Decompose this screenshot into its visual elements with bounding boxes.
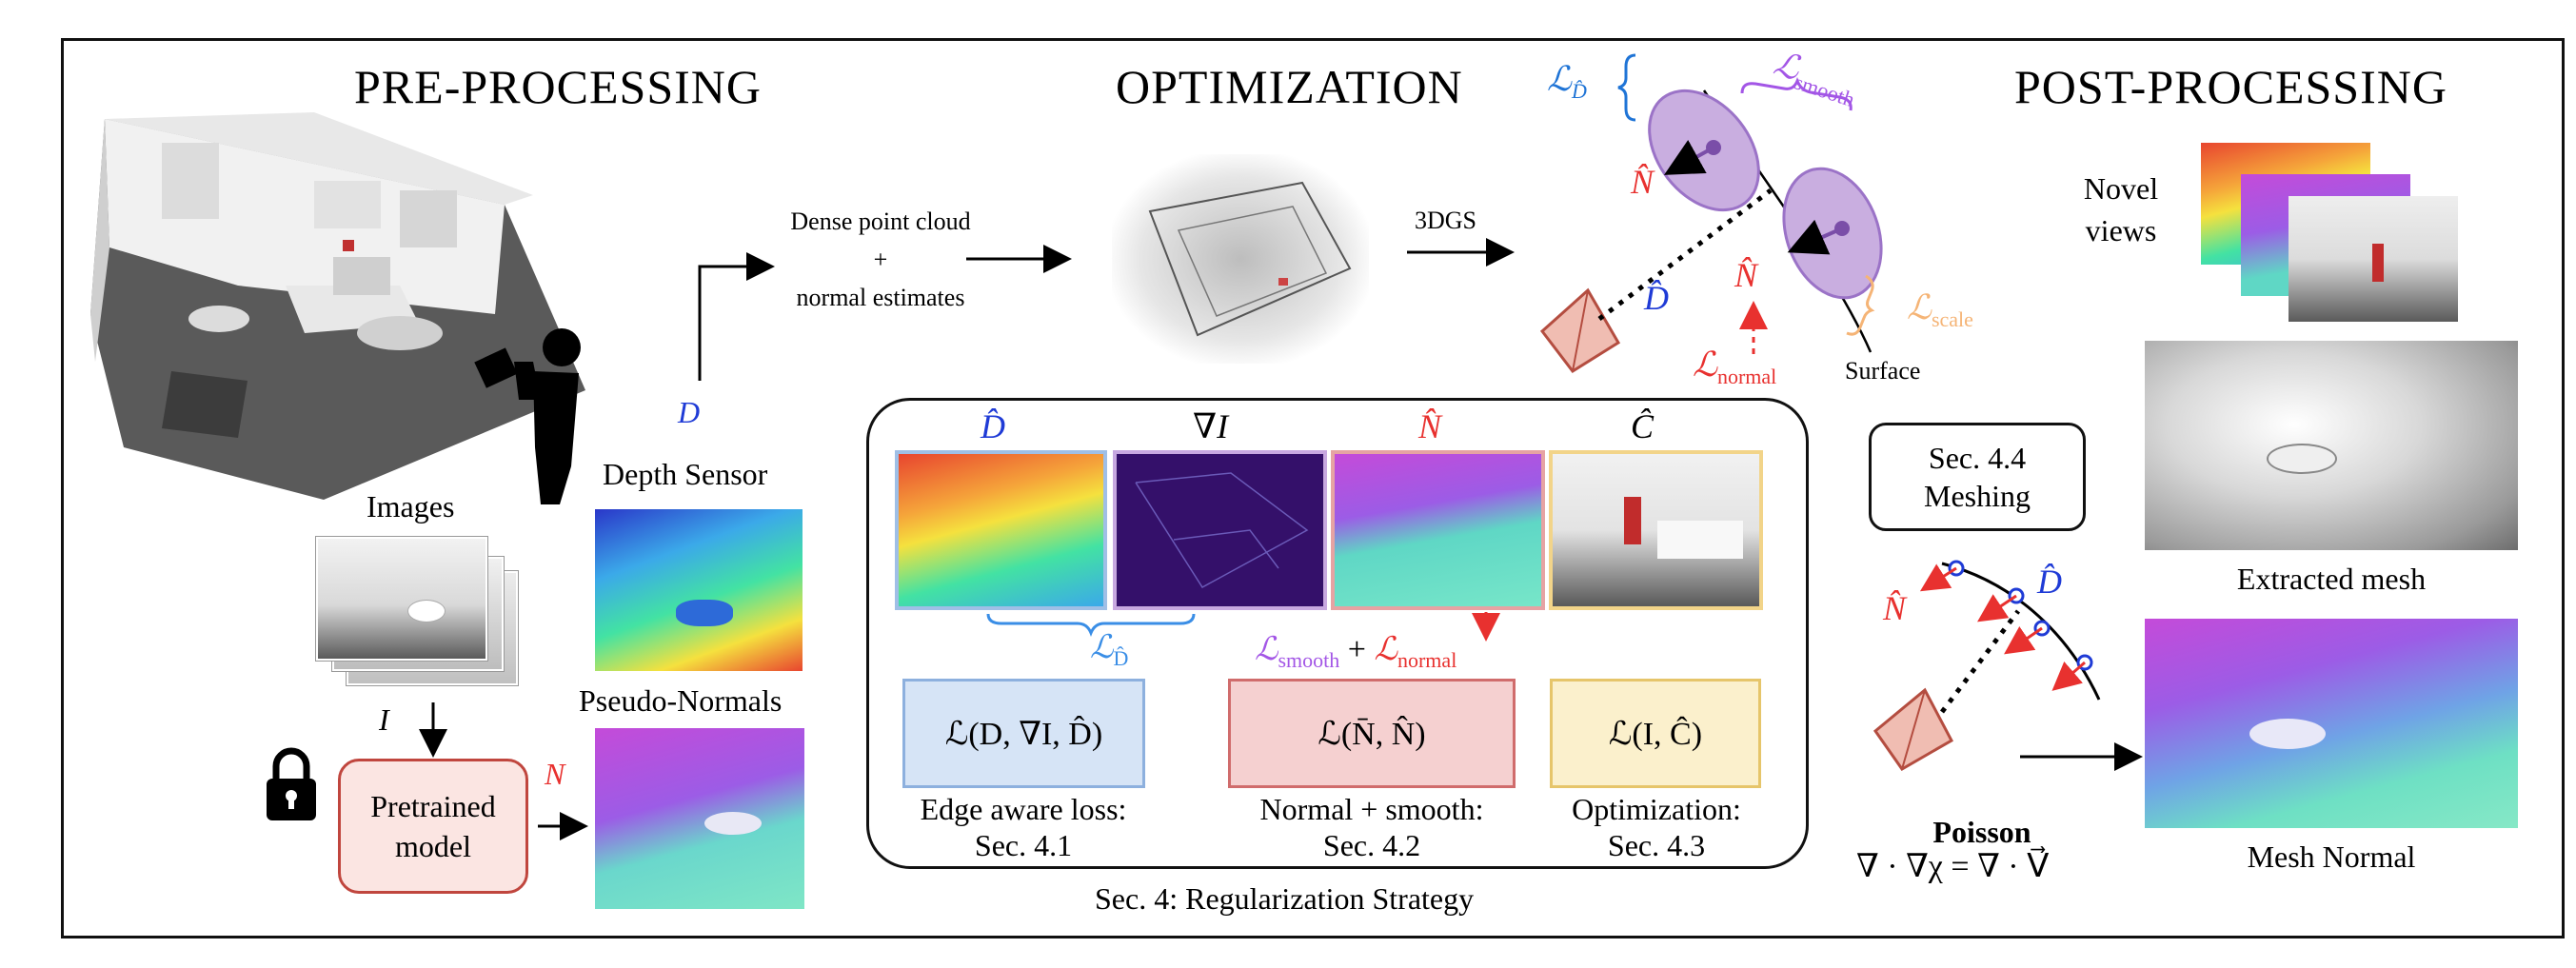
caption-opt-1: Optimization: [1572,792,1741,826]
pseudo-normals-label: Pseudo-Normals [579,683,783,718]
images-label: Images [367,489,455,524]
red-chair [1624,497,1641,544]
heading-optimization: OPTIMIZATION [1116,60,1463,113]
col-D-hat: D̂ [981,407,1005,445]
dense-cloud-line1: Dense point cloud [790,207,971,235]
point-cloud-image [1112,154,1369,364]
3dgs-label: 3DGS [1415,207,1477,234]
surface-label: Surface [1845,357,1921,385]
figure-frame [61,38,2565,938]
loss-box-photometric: ℒ(I, Ĉ) [1550,679,1761,788]
caption-edge-2: Sec. 4.1 [974,828,1073,862]
D-hat-label: D̂ [1644,279,1669,317]
caption-opt-2: Sec. 4.3 [1607,828,1706,862]
poisson-D-hat: D̂ [2037,563,2062,601]
brace-loss-label: ℒD̂ [1090,630,1129,670]
novel-views-label: Novel views [2083,171,2159,247]
regularization-panel [866,398,1809,869]
render-normal [1331,450,1545,610]
render-depth [895,450,1107,610]
depth-sensor-label: Depth Sensor [603,457,768,491]
poisson-N-hat: N̂ [1883,589,1907,627]
pretrained-model-box: Pretrained model [338,759,528,894]
render-color [1549,450,1763,610]
dense-cloud-plus: + [873,246,888,273]
col-N-hat: N̂ [1418,407,1442,445]
loss-D-label: ℒD̂ [1547,60,1587,104]
heading-pre-processing: PRE-PROCESSING [354,60,762,113]
chair-shape [408,601,445,622]
depth-map-1 [595,509,803,671]
normal-map-1 [595,728,804,909]
heading-post-processing: POST-PROCESSING [2014,60,2447,113]
mesh-normal-label: Mesh Normal [2247,840,2416,874]
combo-loss-label: ℒsmooth + ℒnormal [1255,632,1457,672]
N-symbol: N [545,757,565,791]
loss-normal-label: ℒnormal [1693,346,1777,389]
extracted-mesh-label: Extracted mesh [2236,562,2427,596]
loss-box-edge: ℒ(D, ∇I, D̂) [902,679,1145,788]
I-symbol: I [379,702,389,737]
col-grad-I: ∇I [1193,407,1229,445]
meshing-box: Sec. 4.4 Meshing [1869,423,2086,531]
mesh-normal-table [2249,719,2326,749]
normal-map-table [704,812,762,835]
novel-chair [2372,244,2384,282]
dense-cloud-line2: normal estimates [796,284,965,311]
poisson-title: Poisson [1932,815,2031,849]
novel-view-3 [2289,196,2458,322]
N-hat-label-1: N̂ [1631,163,1655,201]
point-cloud-outline [1148,181,1352,337]
caption-normal-2: Sec. 4.2 [1322,828,1421,862]
N-hat-label-2: N̂ [1734,256,1758,294]
loss-scale-label: ℒscale [1907,288,1973,332]
render-gradient [1113,450,1327,610]
poisson-equation: ∇ · ∇χ = ∇ · V⃗ [1856,849,2050,884]
mesh-table [2269,445,2335,472]
image-thumb-1 [316,537,487,661]
col-C-hat: Ĉ [1631,407,1655,445]
caption-edge-1: Edge aware loss: [920,792,1127,826]
desk [1657,521,1743,559]
depth-map-object [676,600,733,626]
loss-box-normal: ℒ(N̄, N̂) [1228,679,1516,788]
caption-normal-1: Normal + smooth: [1259,792,1484,826]
extracted-mesh-image [2145,341,2518,550]
D-symbol: D [678,395,701,429]
mesh-normal-image [2145,619,2518,828]
pretrained-model-label: Pretrained model [370,789,496,863]
regularization-caption: Sec. 4: Regularization Strategy [1095,881,1475,916]
